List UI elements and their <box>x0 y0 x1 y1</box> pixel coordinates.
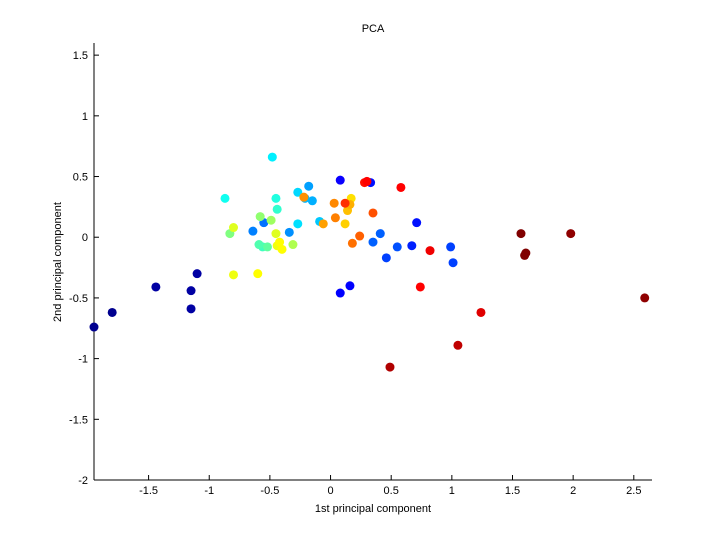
data-point <box>89 322 99 332</box>
data-point <box>355 231 365 241</box>
data-point <box>368 237 378 247</box>
data-point <box>407 241 417 251</box>
y-axis-label: 2nd principal component <box>52 202 64 322</box>
data-point <box>304 181 314 191</box>
data-point <box>255 212 265 222</box>
x-axis-ticks: -1.5 -1 -0.5 0 0.5 1 1.5 2 2.5 <box>139 475 641 497</box>
data-point <box>412 218 422 228</box>
data-point <box>288 240 298 250</box>
y-tick-label: -0.5 <box>69 293 88 305</box>
data-point <box>520 250 530 260</box>
data-point <box>271 229 281 239</box>
x-axis-label: 1st principal component <box>315 503 431 515</box>
data-point <box>248 226 258 236</box>
data-point <box>347 238 357 248</box>
data-point <box>192 269 202 279</box>
y-tick-label: 0.5 <box>73 172 88 184</box>
data-point <box>275 237 285 247</box>
data-point <box>266 215 276 225</box>
data-point <box>330 213 340 223</box>
data-point <box>476 307 486 317</box>
data-point <box>340 198 350 208</box>
data-point <box>229 270 238 280</box>
data-point <box>299 192 309 202</box>
data-point <box>272 204 282 214</box>
x-tick-label: -0.5 <box>260 485 279 497</box>
y-axis-ticks: -2 -1.5 -1 -0.5 0 0.5 1 1.5 <box>69 50 99 487</box>
data-point <box>381 253 391 263</box>
x-tick-label: 2 <box>570 485 576 497</box>
data-point <box>392 242 402 252</box>
data-point <box>368 208 378 218</box>
data-point <box>151 282 161 292</box>
data-point <box>516 229 526 239</box>
data-point <box>293 187 303 197</box>
data-point <box>396 182 406 192</box>
data-point <box>415 282 425 292</box>
x-tick-label: 0 <box>327 485 333 497</box>
data-point <box>284 227 294 237</box>
data-point <box>318 219 328 229</box>
data-point <box>335 288 345 298</box>
data-point <box>262 242 272 252</box>
data-point <box>329 198 339 208</box>
y-tick-label: -2 <box>78 475 88 487</box>
data-point <box>267 152 277 162</box>
data-point <box>340 219 350 229</box>
data-point <box>254 240 264 250</box>
data-point <box>446 242 456 252</box>
data-point <box>566 229 576 239</box>
x-tick-label: 1 <box>449 485 455 497</box>
y-tick-label: -1.5 <box>69 414 88 426</box>
data-point <box>345 281 355 291</box>
data-point <box>425 246 435 256</box>
data-point <box>335 175 345 185</box>
data-point <box>448 258 458 268</box>
data-point <box>253 269 263 279</box>
x-tick-label: -1 <box>204 485 214 497</box>
data-point <box>293 219 303 229</box>
scatter-points <box>89 152 650 372</box>
data-point <box>186 304 196 314</box>
data-point <box>307 196 317 206</box>
chart-title: PCA <box>362 23 385 35</box>
x-tick-label: 0.5 <box>384 485 399 497</box>
data-point <box>186 286 196 296</box>
data-point <box>107 307 117 317</box>
data-point <box>229 223 238 233</box>
x-tick-label: -1.5 <box>139 485 158 497</box>
data-point <box>220 193 230 203</box>
data-point <box>453 340 463 350</box>
y-tick-label: 1 <box>82 111 88 123</box>
x-tick-label: 2.5 <box>626 485 641 497</box>
data-point <box>375 229 385 239</box>
y-tick-label: 1.5 <box>73 50 88 62</box>
data-point <box>362 176 372 186</box>
data-point <box>271 193 281 203</box>
y-tick-label: 0 <box>82 232 88 244</box>
y-tick-label: -1 <box>78 354 88 366</box>
x-tick-label: 1.5 <box>505 485 520 497</box>
data-point <box>640 293 650 303</box>
data-point <box>385 362 395 372</box>
data-point <box>277 244 287 254</box>
